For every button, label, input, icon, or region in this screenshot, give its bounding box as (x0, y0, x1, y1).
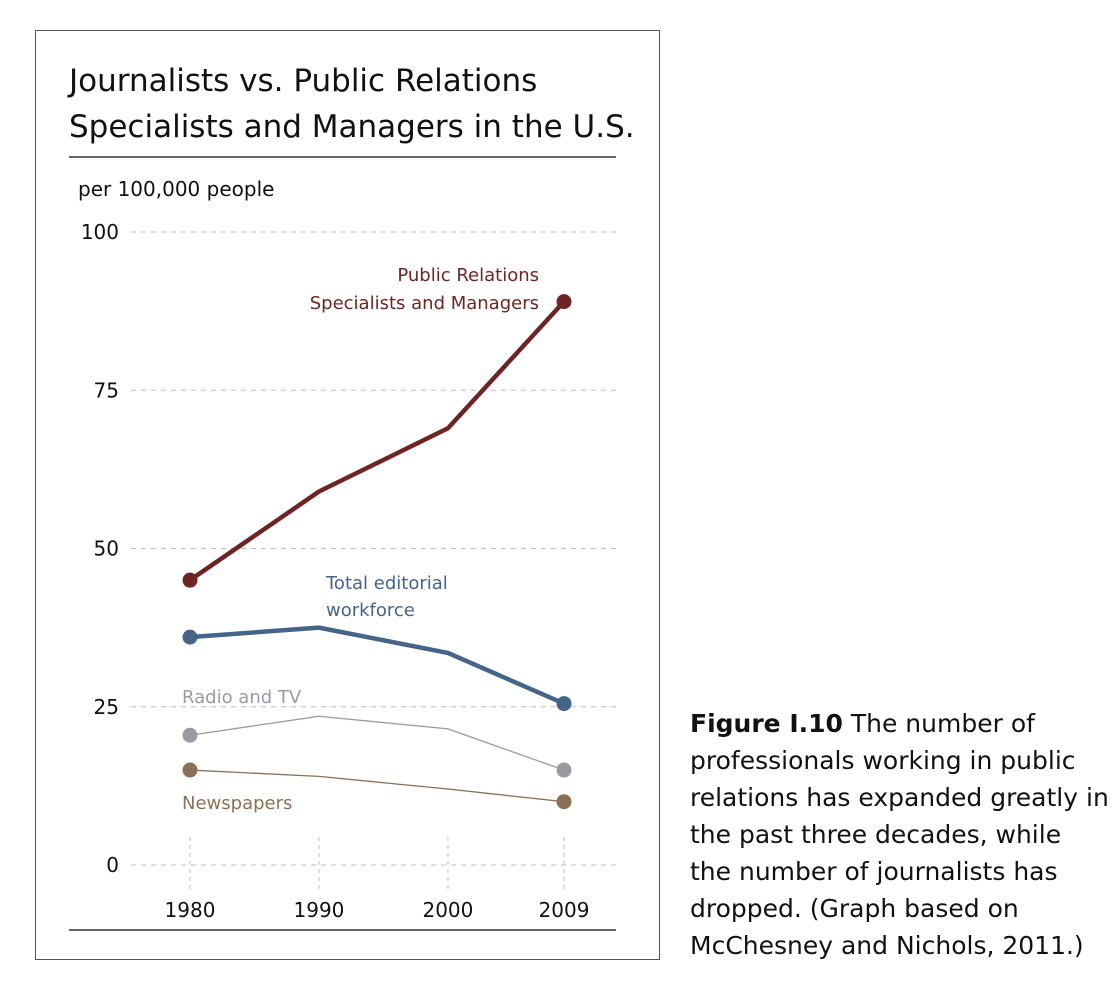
chart-title-line-2: Specialists and Managers in the U.S. (69, 109, 635, 145)
series-line-editorial-workforce (187, 625, 567, 706)
data-point-newspapers (556, 794, 572, 810)
x-tick-label: 2009 (539, 898, 590, 922)
figure-number: Figure I.10 (690, 709, 843, 738)
series-label-editorial-workforce: workforce (326, 600, 415, 621)
y-tick-label: 75 (94, 378, 119, 402)
x-tick-label: 1980 (165, 898, 216, 922)
series-label-pr-specialists: Specialists and Managers (310, 293, 539, 314)
data-point-pr-specialists (556, 294, 572, 310)
caption-text: The number of professionals working in p… (690, 709, 1109, 960)
x-tick-label: 1990 (294, 898, 345, 922)
y-tick-label: 50 (94, 537, 119, 561)
label-layer: 0 25 50 75 100 1980 1990 2000 2009 Public Relatio… (81, 220, 590, 922)
y-tick-label: 25 (94, 695, 119, 719)
line-chart: Journalists vs. Public Relations Special… (67, 63, 635, 931)
chart-panel: Journalists vs. Public Relations Special… (35, 30, 660, 960)
data-point-pr-specialists (182, 572, 198, 588)
series-line-newspapers (189, 769, 565, 803)
grid-layer (131, 231, 616, 891)
data-point-radio-tv (556, 762, 572, 778)
y-tick-label: 0 (106, 853, 119, 877)
data-point-radio-tv (182, 727, 198, 743)
x-tick-label: 2000 (422, 898, 473, 922)
data-point-editorial-workforce (556, 696, 572, 712)
series-label-radio-tv: Radio and TV (182, 687, 302, 708)
figure-caption: Figure I.10 The number of professionals … (690, 705, 1110, 964)
y-tick-label: 100 (81, 220, 119, 244)
data-point-newspapers (182, 762, 198, 778)
data-point-editorial-workforce (182, 629, 198, 645)
series-layer (182, 294, 572, 810)
y-axis-unit-label: per 100,000 people (78, 177, 274, 201)
series-line-radio-tv (189, 715, 565, 771)
series-label-editorial-workforce: Total editorial (325, 573, 448, 594)
chart-title-line-1: Journalists vs. Public Relations (67, 63, 537, 99)
series-label-newspapers: Newspapers (182, 793, 292, 814)
series-line-pr-specialists (187, 299, 567, 583)
series-label-pr-specialists: Public Relations (397, 265, 539, 286)
